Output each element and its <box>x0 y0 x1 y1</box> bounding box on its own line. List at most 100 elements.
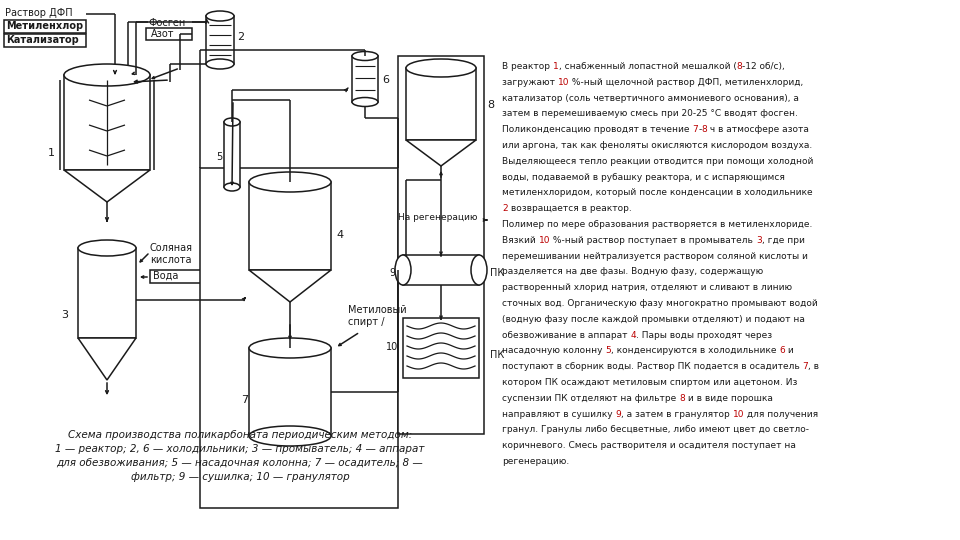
Text: 9: 9 <box>615 410 621 418</box>
Text: катализатор (соль четвертичного аммониевого основания), а: катализатор (соль четвертичного аммониев… <box>502 93 799 103</box>
Bar <box>406 68 476 140</box>
Text: Метиловый: Метиловый <box>348 305 407 315</box>
Text: На регенерацию: На регенерацию <box>398 213 477 222</box>
Bar <box>200 168 398 508</box>
Ellipse shape <box>78 240 136 256</box>
Ellipse shape <box>406 59 476 77</box>
Polygon shape <box>64 170 150 202</box>
Text: , а затем в гранулятор: , а затем в гранулятор <box>621 410 732 418</box>
Text: Метиленхлор: Метиленхлор <box>6 21 84 31</box>
Text: 6: 6 <box>382 75 389 85</box>
Text: 10: 10 <box>539 236 550 245</box>
Bar <box>4 34 86 47</box>
Text: поступают в сборник воды. Раствор ПК подается в осадитель: поступают в сборник воды. Раствор ПК под… <box>502 362 803 371</box>
Text: коричневого. Смесь растворителя и осадителя поступает на: коричневого. Смесь растворителя и осадит… <box>502 441 796 450</box>
Text: суспензии ПК отделяют на фильтре: суспензии ПК отделяют на фильтре <box>502 394 679 403</box>
Polygon shape <box>406 140 476 166</box>
Text: 9: 9 <box>390 268 396 278</box>
Text: В реактор: В реактор <box>502 62 553 71</box>
Bar <box>78 248 136 338</box>
Bar <box>249 182 331 270</box>
Text: и в виде порошка: и в виде порошка <box>684 394 773 403</box>
Ellipse shape <box>395 255 411 285</box>
Text: Фосген: Фосген <box>148 18 185 28</box>
Bar <box>403 255 479 285</box>
Text: ПК: ПК <box>490 268 504 278</box>
Text: %-ный раствор поступает в промыватель: %-ный раствор поступает в промыватель <box>550 236 756 245</box>
Text: 3: 3 <box>61 310 68 320</box>
Text: Вязкий: Вязкий <box>502 236 539 245</box>
Ellipse shape <box>471 255 487 285</box>
Text: , в: , в <box>808 362 820 371</box>
Bar <box>403 318 479 378</box>
Text: спирт /: спирт / <box>348 317 385 327</box>
Text: 1 — реактор; 2, 6 — холодильники; 3 — промыватель; 4 — аппарат: 1 — реактор; 2, 6 — холодильники; 3 — пр… <box>56 444 424 454</box>
Text: 2: 2 <box>237 32 244 42</box>
Text: кислота: кислота <box>150 255 191 265</box>
Text: 5: 5 <box>216 152 222 162</box>
Ellipse shape <box>249 172 331 192</box>
Text: воды, подаваемой в рубашку реактора, и с испаряющимся: воды, подаваемой в рубашку реактора, и с… <box>502 173 785 181</box>
Text: 8: 8 <box>736 62 742 71</box>
Text: перемешивании нейтрализуется раствором соляной кислоты и: перемешивании нейтрализуется раствором с… <box>502 252 808 261</box>
Text: и: и <box>785 346 794 355</box>
Ellipse shape <box>224 183 240 191</box>
Text: 1: 1 <box>48 148 55 158</box>
Text: Раствор ДФП: Раствор ДФП <box>5 8 73 18</box>
Text: 10: 10 <box>386 342 398 352</box>
Text: разделяется на две фазы. Водную фазу, содержащую: разделяется на две фазы. Водную фазу, со… <box>502 267 763 276</box>
Text: или аргона, так как феноляты окисляются кислородом воздуха.: или аргона, так как феноляты окисляются … <box>502 141 812 150</box>
Text: Поликонденсацию проводят в течение: Поликонденсацию проводят в течение <box>502 125 692 134</box>
Text: насадочную колонну: насадочную колонну <box>502 346 606 355</box>
Text: Выделяющееся тепло реакции отводится при помощи холодной: Выделяющееся тепло реакции отводится при… <box>502 157 813 166</box>
Text: загружают: загружают <box>502 78 558 87</box>
Bar <box>398 56 484 434</box>
Text: 7: 7 <box>803 362 808 371</box>
Text: Катализатор: Катализатор <box>6 35 79 45</box>
Ellipse shape <box>249 338 331 358</box>
Text: 10: 10 <box>732 410 744 418</box>
Text: направляют в сушилку: направляют в сушилку <box>502 410 615 418</box>
Text: , снабженный лопастной мешалкой (: , снабженный лопастной мешалкой ( <box>559 62 736 71</box>
Bar <box>206 16 234 64</box>
Bar <box>146 28 192 40</box>
Ellipse shape <box>206 59 234 69</box>
Ellipse shape <box>352 51 378 60</box>
Text: 4: 4 <box>336 230 343 240</box>
Text: (водную фазу после каждой промывки отделяют) и подают на: (водную фазу после каждой промывки отдел… <box>502 315 804 324</box>
Polygon shape <box>249 270 331 302</box>
Text: гранул. Гранулы либо бесцветные, либо имеют цвет до светло-: гранул. Гранулы либо бесцветные, либо им… <box>502 426 809 434</box>
Bar <box>352 56 378 102</box>
Text: , где при: , где при <box>761 236 804 245</box>
Text: 1: 1 <box>553 62 559 71</box>
Text: 4: 4 <box>631 330 636 340</box>
Bar <box>4 20 86 33</box>
Text: фильтр; 9 — сушилка; 10 — гранулятор: фильтр; 9 — сушилка; 10 — гранулятор <box>131 472 349 482</box>
Polygon shape <box>78 338 136 380</box>
Ellipse shape <box>224 118 240 126</box>
Text: Схема производства поликарбоната периодическим методом:: Схема производства поликарбоната периоди… <box>68 430 412 440</box>
Text: Вода: Вода <box>153 271 179 281</box>
Text: -12 об/с),: -12 об/с), <box>742 62 785 71</box>
Text: растворенный хлорид натрия, отделяют и сливают в линию: растворенный хлорид натрия, отделяют и с… <box>502 283 792 292</box>
Text: 2: 2 <box>502 204 508 213</box>
Text: 8: 8 <box>487 100 494 110</box>
Ellipse shape <box>249 426 331 446</box>
Bar <box>64 75 150 170</box>
Text: ч в атмосфере азота: ч в атмосфере азота <box>708 125 809 134</box>
Text: Соляная: Соляная <box>150 243 193 253</box>
Text: . Пары воды проходят через: . Пары воды проходят через <box>636 330 772 340</box>
Text: 8: 8 <box>679 394 684 403</box>
Text: 6: 6 <box>780 346 785 355</box>
Text: 10: 10 <box>558 78 569 87</box>
Ellipse shape <box>206 11 234 21</box>
Text: котором ПК осаждают метиловым спиртом или ацетоном. Из: котором ПК осаждают метиловым спиртом ил… <box>502 378 798 387</box>
Text: сточных вод. Органическую фазу многократно промывают водой: сточных вод. Органическую фазу многократ… <box>502 299 818 308</box>
Text: для обезвоживания; 5 — насадочная колонна; 7 — осадитель; 8 —: для обезвоживания; 5 — насадочная колонн… <box>57 458 423 468</box>
Text: 7: 7 <box>241 395 248 405</box>
Bar <box>150 270 208 283</box>
Text: 5: 5 <box>606 346 612 355</box>
Text: ПК: ПК <box>490 350 504 360</box>
Text: 7: 7 <box>692 125 698 134</box>
Text: %-ный щелочной раствор ДФП, метиленхлорид,: %-ный щелочной раствор ДФП, метиленхлори… <box>569 78 804 87</box>
